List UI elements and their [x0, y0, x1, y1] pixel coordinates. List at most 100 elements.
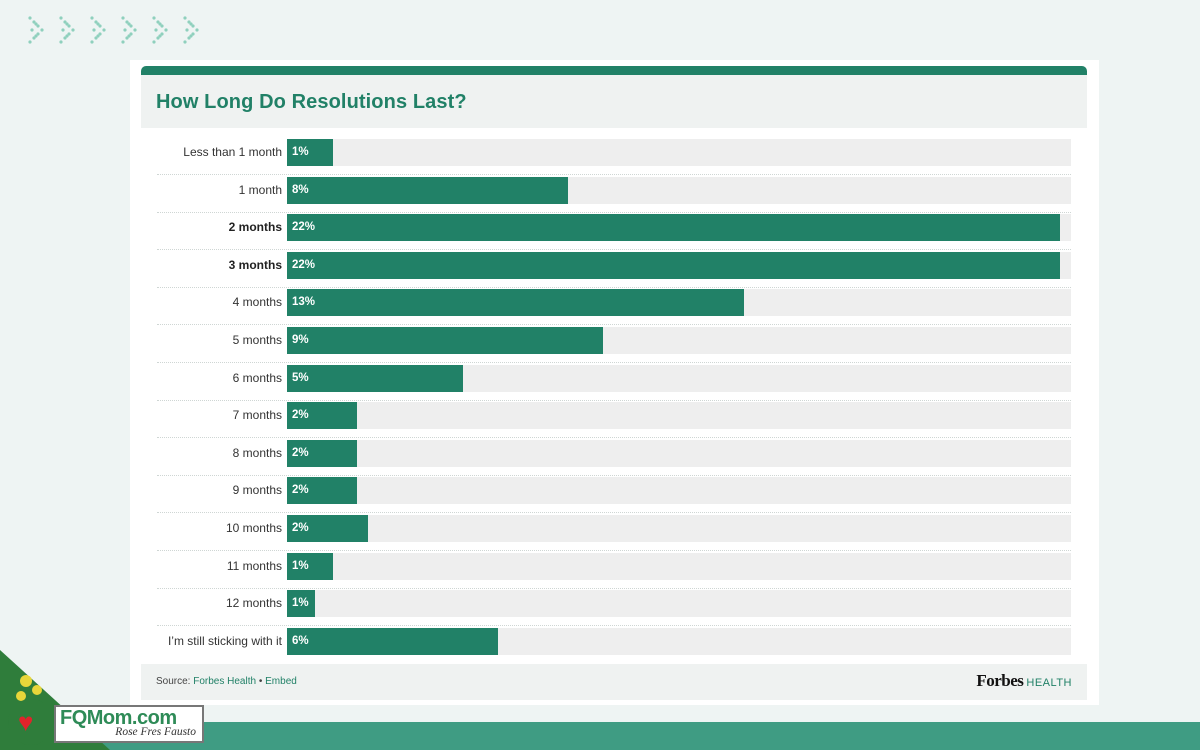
- bar-value-label: 2%: [292, 446, 309, 459]
- bar-track: 2%: [287, 402, 1071, 430]
- bar-track: 1%: [287, 552, 1071, 580]
- source-prefix: Source:: [156, 676, 191, 687]
- row-separator: [157, 625, 1071, 627]
- bar-value-label: 6%: [292, 634, 309, 647]
- category-label: 7 months: [232, 408, 282, 423]
- bar-track: 22%: [287, 214, 1071, 242]
- bar-value-label: 8%: [292, 183, 309, 196]
- category-label: 10 months: [225, 521, 282, 535]
- bar-track: 1%: [287, 139, 1071, 166]
- heart-icon: ♥: [18, 707, 34, 737]
- bar-track: 9%: [287, 327, 1071, 354]
- watermark-name: FQMom.com: [60, 707, 177, 729]
- category-label: 8 months: [232, 445, 282, 460]
- bar-track: 2%: [287, 477, 1071, 505]
- bar-track: 8%: [287, 176, 1071, 204]
- category-label: 9 months: [232, 483, 282, 498]
- category-label: 6 months: [232, 370, 282, 385]
- row-separator: [157, 512, 1071, 514]
- bar: [287, 214, 1061, 242]
- bar-value-label: 2%: [292, 522, 309, 534]
- source-link[interactable]: Forbes Health: [193, 676, 257, 687]
- bar: [287, 251, 1061, 279]
- bar-track: 2%: [287, 515, 1071, 542]
- bar: [287, 139, 333, 166]
- decorative-arrows-icon: [28, 16, 199, 44]
- fqmom-watermark: ♥ FQMom.com Rose Fres Fausto: [8, 675, 204, 747]
- row-separator: [157, 550, 1071, 551]
- bar: [287, 402, 358, 430]
- bar-track: 6%: [287, 627, 1071, 655]
- bar-value-label: 22%: [292, 221, 316, 234]
- bar-value-label: 2%: [292, 484, 309, 497]
- category-label: 1 month: [238, 182, 282, 197]
- bar-track: 13%: [287, 289, 1071, 317]
- row-separator: [157, 174, 1071, 175]
- category-label: 12 months: [225, 596, 282, 611]
- brand-name: Forbes: [976, 671, 1024, 690]
- bar-row: 10 months 2%: [141, 514, 1071, 551]
- bar-value-label: 5%: [292, 371, 309, 384]
- category-label: 11 months: [226, 558, 282, 573]
- bar-row: 8 months 2%: [141, 439, 1071, 476]
- bar-value-label: 9%: [292, 334, 309, 346]
- forbes-health-logo: Forbes HEALTH: [976, 671, 1072, 691]
- row-separator: [157, 324, 1071, 326]
- bar: [287, 552, 333, 580]
- bar-row: 7 months 2%: [141, 401, 1071, 439]
- row-separator: [157, 399, 1071, 401]
- bar-value-label: 1%: [292, 146, 309, 158]
- row-separator: [157, 249, 1071, 251]
- bar-track: 1%: [287, 590, 1071, 618]
- embed-link[interactable]: Embed: [265, 676, 297, 687]
- row-separator: [157, 437, 1071, 439]
- category-label: 3 months: [228, 257, 282, 272]
- bar-row: 12 months 1%: [141, 589, 1071, 627]
- bar-value-label: 1%: [292, 597, 309, 610]
- chart-card: How Long Do Resolutions Last? Less than …: [130, 60, 1099, 705]
- bar-value-label: 2%: [292, 409, 309, 422]
- bar-row: 6 months 5%: [141, 364, 1071, 401]
- decor-dot: [32, 685, 42, 695]
- bar-row: Less than 1 month 1%: [141, 138, 1071, 175]
- bar: [287, 515, 368, 542]
- row-separator: [157, 211, 1071, 213]
- category-label: Less than 1 month: [183, 145, 282, 159]
- brand-sub: HEALTH: [1026, 677, 1072, 689]
- decor-dot: [16, 691, 26, 701]
- bar-row: 4 months 13%: [141, 288, 1071, 326]
- bar-row: I’m still sticking with it 6%: [141, 627, 1071, 664]
- category-label: 5 months: [232, 333, 282, 347]
- bar-value-label: 22%: [292, 258, 316, 271]
- bar: [287, 327, 604, 354]
- bar-row: 2 months 22%: [141, 213, 1071, 251]
- bar-track: 22%: [287, 251, 1071, 279]
- bar-row: 1 month 8%: [141, 176, 1071, 213]
- bar-row: 11 months 1%: [141, 552, 1071, 589]
- bar-row: 9 months 2%: [141, 476, 1071, 514]
- bar: [287, 439, 358, 467]
- bar: [287, 627, 498, 655]
- bar-row: 5 months 9%: [141, 326, 1071, 363]
- heart-badge: [8, 699, 54, 745]
- bar-value-label: 13%: [292, 296, 316, 309]
- bar-chart: Less than 1 month 1% 1 month 8% 2 months 22% 3…: [141, 138, 1087, 666]
- bar: [287, 364, 463, 392]
- bar-row: 3 months 22%: [141, 251, 1071, 288]
- row-separator: [157, 587, 1071, 589]
- bar-value-label: 1%: [292, 559, 309, 572]
- category-label: 4 months: [232, 295, 282, 310]
- row-separator: [157, 286, 1071, 288]
- bar: [287, 477, 358, 505]
- row-separator: [157, 362, 1071, 363]
- decor-dot: [20, 675, 32, 687]
- chart-header: How Long Do Resolutions Last?: [141, 66, 1087, 128]
- chart-title: How Long Do Resolutions Last?: [156, 91, 467, 113]
- watermark-box: FQMom.com Rose Fres Fausto: [54, 705, 204, 743]
- bar-track: 2%: [287, 439, 1071, 467]
- source-separator: •: [258, 676, 263, 687]
- row-separator: [157, 474, 1071, 476]
- bar: [287, 590, 316, 618]
- category-label: 2 months: [228, 220, 282, 235]
- bar: [287, 289, 745, 317]
